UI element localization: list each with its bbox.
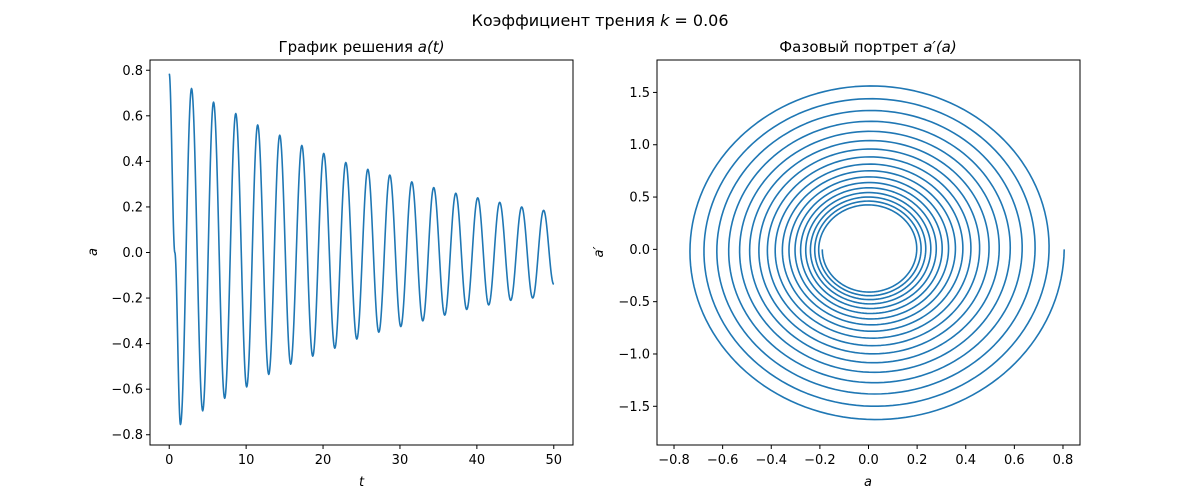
phase-portrait-xlabel: a xyxy=(864,475,872,490)
phase-portrait-xtick-label: −0.4 xyxy=(755,453,787,468)
time-series-ytick-label: −0.4 xyxy=(111,337,143,352)
time-series-xtick-label: 10 xyxy=(238,453,255,468)
time-series-ylabel: a xyxy=(86,248,101,256)
phase-portrait-xtick-label: 0.8 xyxy=(1053,453,1074,468)
phase-portrait-ytick-label: −0.5 xyxy=(618,295,650,310)
time-series-ytick-label: 0.0 xyxy=(122,246,143,261)
phase-portrait-ytick-label: −1.5 xyxy=(618,400,650,415)
phase-spiral-curve xyxy=(689,85,1065,421)
time-series-xtick-label: 20 xyxy=(315,453,332,468)
time-series-plot-area: 0 10 20 30 40 50 −0.8 −0.6 −0.4 −0.2 0.0 0.2 0.4 0.6 0… xyxy=(111,64,562,468)
time-series-ytick-label: 0.2 xyxy=(122,200,143,215)
phase-portrait-xtick-label: −0.6 xyxy=(707,453,739,468)
time-series-chart: График решения a(t) 0 10 20 30 40 50 −0.8 −0.6 −… xyxy=(86,38,574,490)
time-series-ytick-label: −0.8 xyxy=(111,428,143,443)
time-series-xtick-label: 30 xyxy=(392,453,409,468)
phase-portrait-xtick-label: 0.4 xyxy=(955,453,976,468)
phase-portrait-axes-frame xyxy=(656,59,1081,446)
phase-portrait-xtick-label: 0.0 xyxy=(858,453,879,468)
phase-portrait-ytick-label: −1.0 xyxy=(618,347,650,362)
phase-portrait-xtick-label: −0.2 xyxy=(804,453,836,468)
phase-portrait-xtick-label: −0.8 xyxy=(658,453,690,468)
phase-portrait-ytick-label: 1.0 xyxy=(629,138,650,153)
time-series-ytick-label: 0.4 xyxy=(122,155,143,170)
solution-curve-a-t xyxy=(168,73,555,426)
time-series-xlabel: t xyxy=(359,475,365,490)
figure-suptitle: Коэффициент трения k = 0.06 xyxy=(471,11,728,30)
time-series-xtick-label: 50 xyxy=(545,453,562,468)
time-series-ytick-label: 0.8 xyxy=(122,64,143,79)
time-series-ytick-label: −0.2 xyxy=(111,292,143,307)
phase-portrait-ytick-label: 1.5 xyxy=(629,86,650,101)
phase-portrait-plot-area: −0.8 −0.6 −0.4 −0.2 0.0 0.2 0.4 0.6 0.8 −1.5 −1.0 −… xyxy=(618,85,1074,468)
time-series-ytick-label: −0.6 xyxy=(111,383,143,398)
phase-portrait-ylabel: a′ xyxy=(592,246,607,257)
time-series-axes-frame xyxy=(149,59,574,446)
phase-portrait-ytick-label: 0.5 xyxy=(629,191,650,206)
time-series-xtick-label: 0 xyxy=(165,453,173,468)
phase-portrait-title: Фазовый портрет a′(a) xyxy=(779,38,956,56)
phase-portrait-chart: Фазовый портрет a′(a) −0.8 −0.6 −0.4 −0.2 0.… xyxy=(592,38,1081,490)
phase-portrait-xtick-label: 0.6 xyxy=(1004,453,1025,468)
time-series-title: График решения a(t) xyxy=(278,38,444,56)
time-series-ytick-label: 0.6 xyxy=(122,109,143,124)
time-series-xtick-label: 40 xyxy=(469,453,486,468)
phase-portrait-xtick-label: 0.2 xyxy=(907,453,928,468)
phase-portrait-ytick-label: 0.0 xyxy=(629,243,650,258)
